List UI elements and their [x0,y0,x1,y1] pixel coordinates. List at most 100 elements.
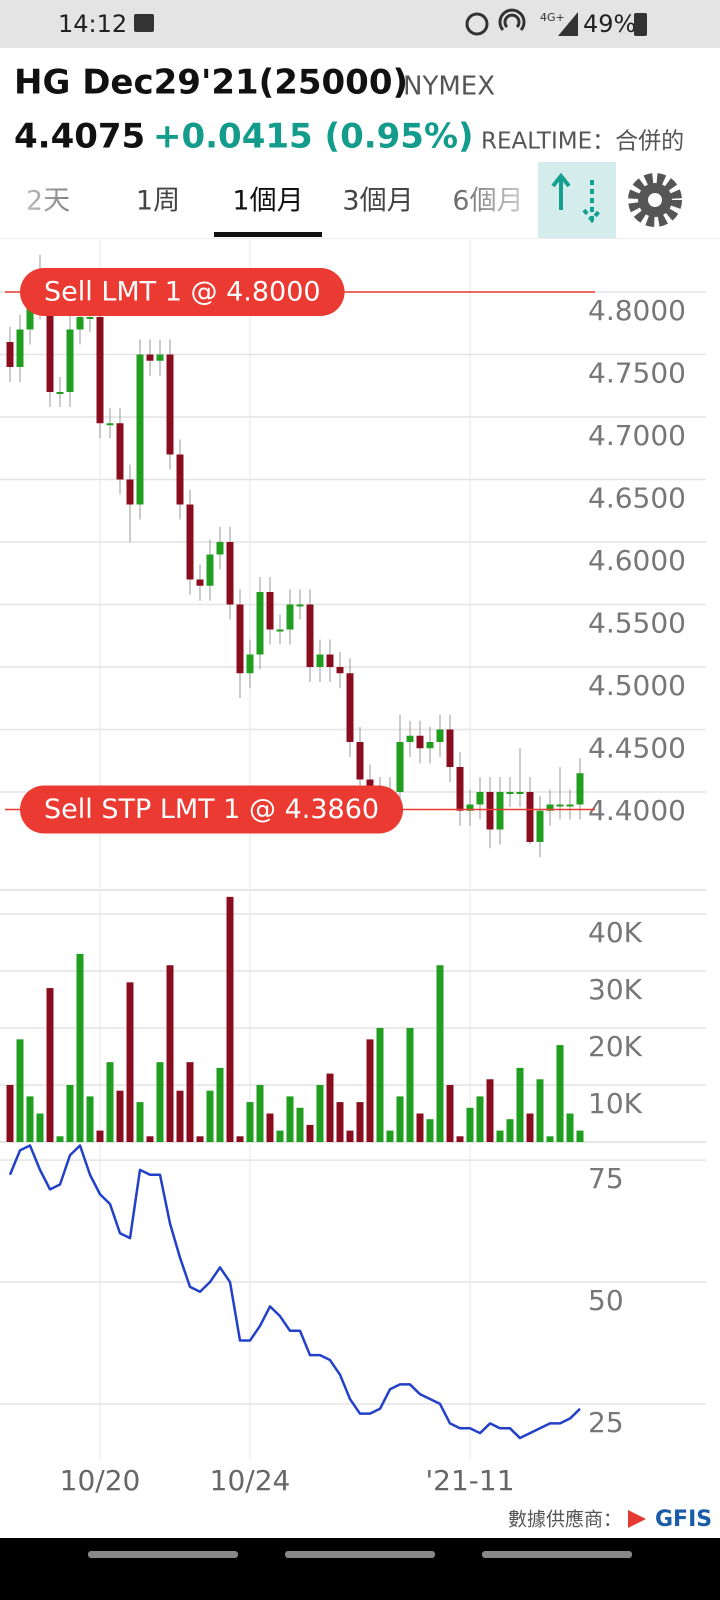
candle-body [206,554,214,586]
volume-bar [246,1102,254,1142]
candle-body [306,604,314,667]
volume-bar [96,1130,104,1142]
y-tick-label: 10K [588,1087,643,1120]
candle-body [326,654,334,667]
nav-pill[interactable] [88,1551,238,1558]
volume-bar [256,1084,264,1142]
period-tab[interactable]: 1個月 [232,186,303,217]
candle-body [136,354,144,505]
y-tick-label: 75 [588,1162,624,1195]
y-tick-label: 4.6000 [588,544,686,577]
volume-bar [56,1136,64,1142]
volume-bar [286,1096,294,1142]
volume-bar [136,1102,144,1142]
candle-body [346,673,354,742]
hotspot-icon [498,8,526,31]
volume-bar [556,1045,564,1142]
candle-body [526,792,534,842]
provider-label: 數據供應商： [508,1508,622,1531]
volume-bar [146,1136,154,1142]
volume-bar [206,1090,214,1142]
volume-bar [476,1096,484,1142]
x-tick-label: 10/20 [60,1464,141,1497]
candle-body [486,792,494,830]
candle-body [496,792,504,830]
candle-body [96,317,104,424]
alarm-icon [465,12,489,36]
candle-body [546,804,554,811]
candle-body [296,604,304,607]
provider-logo: GFIS [655,1507,712,1532]
volume-bar [366,1039,374,1142]
y-tick-label: 4.4000 [588,794,686,827]
y-tick-label: 4.7000 [588,419,686,452]
order-label[interactable]: Sell LMT 1 @ 4.8000 [44,277,321,308]
last-price: 4.4075 [14,117,145,157]
settings-button[interactable] [628,173,682,227]
volume-bar [546,1136,554,1142]
nav-pill[interactable] [285,1551,435,1558]
volume-bar [416,1113,424,1142]
candle-body [216,542,224,555]
y-tick-label: 25 [588,1406,624,1439]
period-tab[interactable]: 1周 [136,186,180,217]
network-type: 4G+ [540,11,565,24]
candle-body [56,392,64,394]
volume-bar [196,1136,204,1142]
gallery-icon [134,14,154,32]
order-pill[interactable] [20,268,345,316]
order-pill[interactable] [20,785,404,834]
candle-body [436,729,444,742]
sort-up-icon [551,172,571,210]
volume-bar [66,1084,74,1142]
volume-bar [356,1102,364,1142]
candle-body [356,742,364,780]
candle-body [456,767,464,811]
candle-body [336,667,344,674]
candle-body [246,654,254,674]
status-bar [0,0,720,48]
header-divider [0,238,720,239]
volume-bar [236,1136,244,1142]
volume-bar [376,1027,384,1142]
tab-underline [214,232,322,237]
volume-bar [226,896,234,1142]
x-tick-label: 10/24 [210,1464,291,1497]
volume-bar [506,1119,514,1142]
sort-button[interactable] [538,162,616,238]
period-tab[interactable]: 3個月 [342,186,413,217]
y-tick-label: 4.4500 [588,732,686,765]
nav-pill[interactable] [482,1551,632,1558]
volume-bar [126,982,134,1142]
candle-body [396,742,404,792]
volume-bar [266,1113,274,1142]
candle-body [316,654,324,667]
y-tick-label: 4.5000 [588,669,686,702]
volume-bar [436,965,444,1142]
candle-body [46,304,54,392]
y-tick-label: 4.5500 [588,607,686,640]
volume-bar [16,1039,24,1142]
candle-body [106,423,114,426]
candle-body [276,629,284,632]
volume-bar [26,1096,34,1142]
candle-body [146,354,154,361]
volume-bar [46,988,54,1142]
volume-bar [386,1130,394,1142]
candle-body [26,304,34,330]
volume-bar [486,1079,494,1142]
volume-bar [496,1130,504,1142]
candle-body [446,729,454,767]
volume-bar [36,1113,44,1142]
candle-body [476,792,484,805]
candle-body [6,342,14,367]
volume-bar [536,1079,544,1142]
nav-bar [0,1538,720,1600]
signal-icon [558,12,578,36]
candle-body [76,317,84,330]
candle-body [156,354,164,361]
order-label[interactable]: Sell STP LMT 1 @ 4.3860 [44,794,379,825]
candle-body [416,735,424,749]
candle-body [466,804,474,811]
